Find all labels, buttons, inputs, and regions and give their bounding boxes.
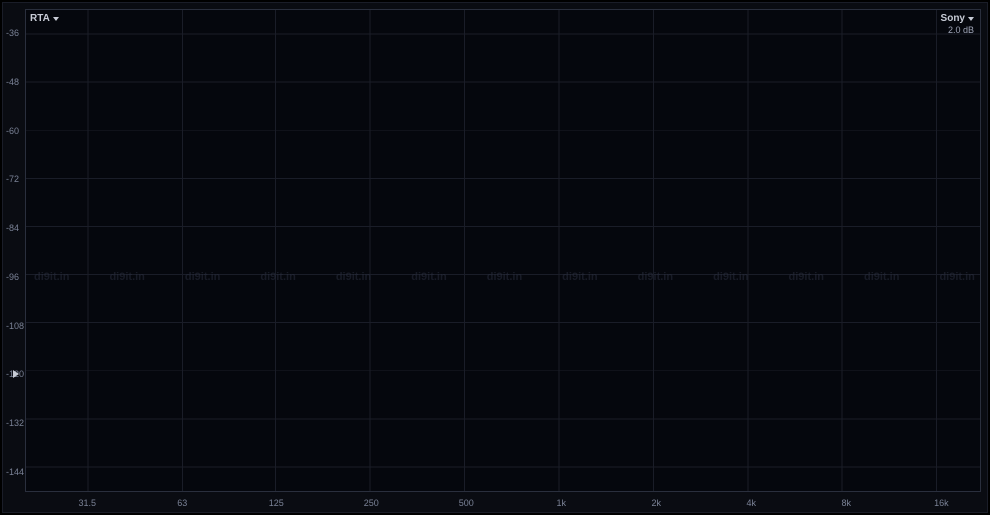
- x-tick-label: 2k: [652, 498, 662, 508]
- y-tick-label: -48: [6, 77, 19, 87]
- y-tick-label: -72: [6, 174, 19, 184]
- x-tick-label: 250: [364, 498, 379, 508]
- source-label: Sony: [941, 13, 965, 24]
- x-tick-label: 4k: [747, 498, 757, 508]
- x-tick-label: 16k: [934, 498, 949, 508]
- level-marker-icon[interactable]: [13, 370, 19, 378]
- y-tick-label: -132: [6, 418, 24, 428]
- y-tick-label: -36: [6, 28, 19, 38]
- chevron-down-icon: [53, 17, 59, 21]
- x-tick-label: 125: [269, 498, 284, 508]
- x-tick-label: 8k: [842, 498, 852, 508]
- y-tick-label: -84: [6, 223, 19, 233]
- y-tick-label: -108: [6, 321, 24, 331]
- y-tick-label: -144: [6, 467, 24, 477]
- grid: [26, 10, 980, 491]
- x-tick-label: 1k: [557, 498, 567, 508]
- x-tick-label: 31.5: [79, 498, 97, 508]
- y-tick-label: -96: [6, 272, 19, 282]
- offset-readout: 2.0 dB: [941, 25, 974, 35]
- chevron-down-icon: [968, 17, 974, 21]
- y-tick-label: -60: [6, 126, 19, 136]
- x-tick-label: 63: [177, 498, 187, 508]
- mode-label: RTA: [30, 13, 50, 24]
- mode-dropdown[interactable]: RTA: [30, 13, 59, 24]
- x-tick-label: 500: [459, 498, 474, 508]
- spectrum-plot[interactable]: RTA Sony 2.0 dB di9it.indi9it.indi9it.in…: [25, 9, 981, 492]
- source-dropdown[interactable]: Sony: [941, 13, 974, 24]
